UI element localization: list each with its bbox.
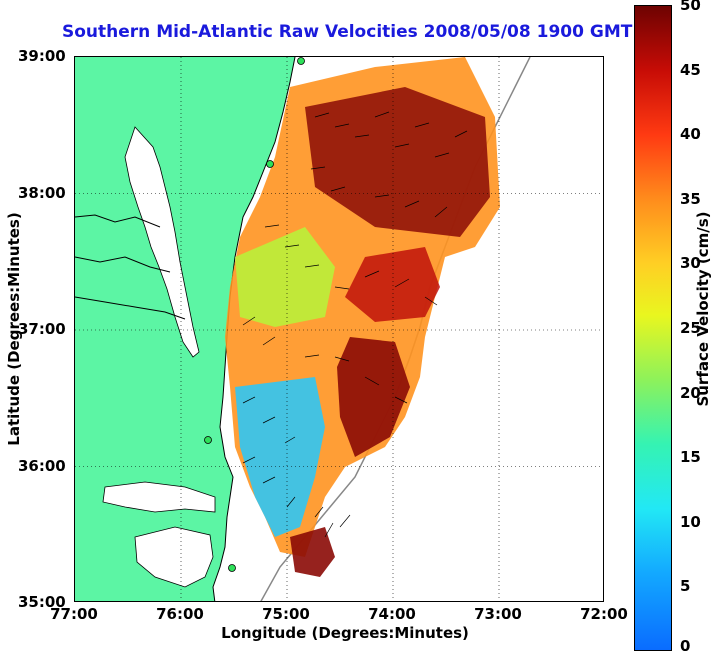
colorbar-tick-label: 45	[680, 60, 701, 79]
radar-site-marker	[297, 57, 305, 65]
x-tick-label: 77:00	[50, 605, 98, 623]
y-tick-label: 39:00	[18, 47, 66, 65]
radar-site-marker	[228, 564, 236, 572]
colorbar-tick-label: 5	[680, 577, 691, 596]
grid-lines	[75, 57, 603, 601]
high-velocity-region-2	[345, 247, 440, 322]
map-svg	[75, 57, 603, 601]
radar-site-marker	[266, 160, 274, 168]
mid-velocity-region	[235, 227, 335, 327]
x-tick-label: 72:00	[580, 605, 628, 623]
albemarle-sound	[102, 481, 216, 513]
x-tick-label: 76:00	[156, 605, 204, 623]
map-title: Southern Mid-Atlantic Raw Velocities 200…	[62, 22, 633, 42]
x-axis-label: Longitude (Degrees:Minutes)	[221, 624, 469, 642]
colorbar-tick-label: 30	[680, 254, 701, 273]
radar-site-marker	[204, 436, 212, 444]
x-tick-label: 75:00	[262, 605, 310, 623]
y-tick-label: 37:00	[18, 320, 66, 338]
colorbar-tick-label: 10	[680, 512, 701, 531]
low-velocity-region	[235, 377, 325, 537]
chesapeake-bay	[124, 126, 200, 358]
high-velocity-region-3	[337, 337, 410, 457]
y-tick-label: 35:00	[18, 593, 66, 611]
colorbar	[634, 5, 672, 651]
velocity-arrows	[242, 111, 468, 538]
pamlico-sound	[134, 526, 214, 588]
colorbar-tick-label: 0	[680, 637, 691, 655]
y-tick-label: 38:00	[18, 183, 66, 202]
colorbar-tick-label: 35	[680, 189, 701, 208]
colorbar-tick-label: 40	[680, 125, 701, 144]
colorbar-tick-label: 50	[680, 0, 701, 14]
high-velocity-region	[305, 87, 490, 237]
colorbar-tick-label: 25	[680, 319, 701, 337]
x-tick-label: 74:00	[368, 605, 416, 623]
y-tick-label: 36:00	[18, 456, 66, 475]
potomac-river	[75, 214, 186, 320]
high-velocity-region-4	[290, 527, 335, 577]
map-plot-area	[74, 56, 604, 602]
y-axis-label: Latitude (Degrees:Minutes)	[5, 212, 23, 446]
coastline	[212, 57, 296, 601]
colorbar-label: Surface Velocity (cm/s)	[694, 211, 712, 407]
x-tick-label: 73:00	[474, 605, 522, 623]
colorbar-tick-label: 20	[680, 383, 701, 402]
colorbar-tick-label: 15	[680, 448, 701, 467]
